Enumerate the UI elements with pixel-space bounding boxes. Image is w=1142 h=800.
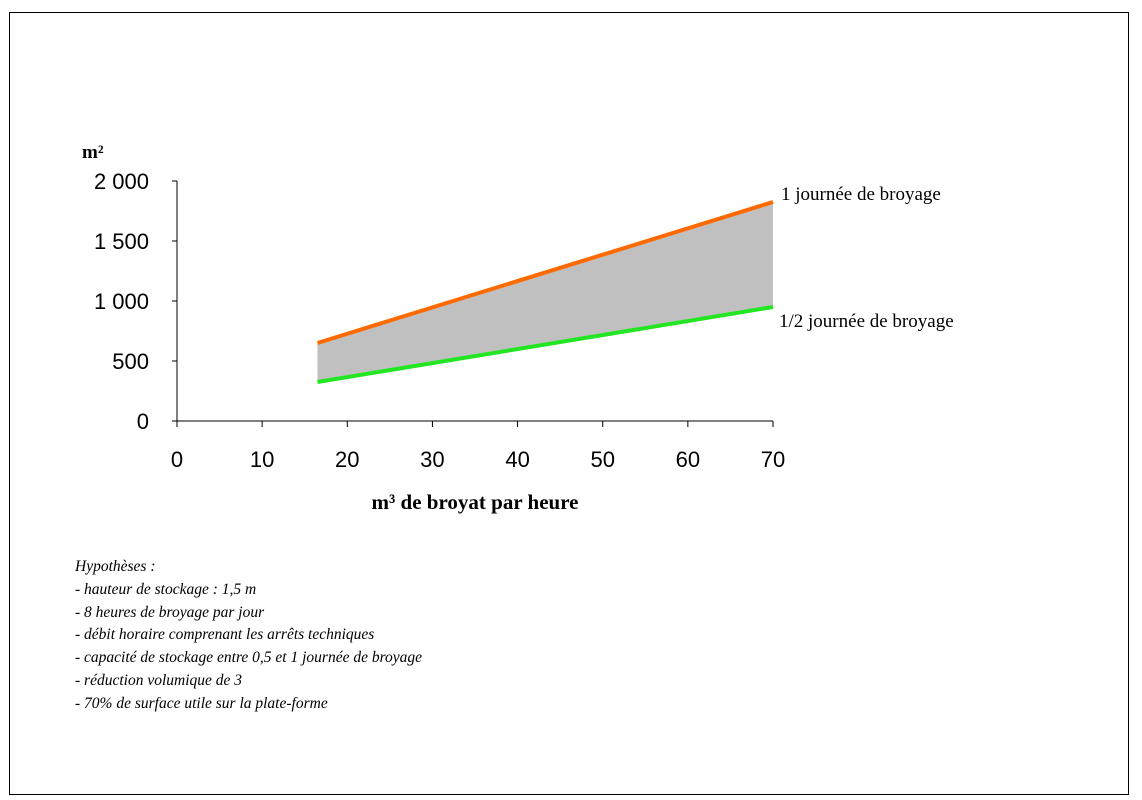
y-tick-label: 1 000	[94, 289, 149, 314]
hypotheses-notes: Hypothèses : - hauteur de stockage : 1,5…	[75, 556, 422, 716]
series-label: 1 journée de broyage	[781, 184, 941, 205]
y-unit-label: m²	[82, 142, 104, 163]
x-tick-label: 20	[335, 447, 359, 472]
x-tick-label: 70	[761, 447, 785, 472]
x-tick-label: 50	[590, 447, 614, 472]
x-tick-label: 60	[676, 447, 700, 472]
y-tick-label: 1 500	[94, 229, 149, 254]
range-band	[317, 202, 773, 382]
y-tick-label: 0	[137, 409, 149, 434]
y-tick-label: 500	[112, 349, 149, 374]
notes-title: Hypothèses :	[75, 558, 156, 575]
series-label: 1/2 journée de broyage	[779, 311, 954, 332]
figure-frame	[9, 12, 1129, 795]
y-tick-label: 2 000	[94, 169, 149, 194]
series-line	[316, 200, 774, 345]
x-axis-label: m³ de broyat par heure	[372, 490, 579, 514]
x-tick-label: 30	[420, 447, 444, 472]
x-tick-label: 40	[505, 447, 529, 472]
x-tick-label: 0	[171, 447, 183, 472]
note-item: - capacité de stockage entre 0,5 et 1 jo…	[75, 649, 423, 667]
note-item: - réduction volumique de 3	[75, 671, 243, 689]
note-item: - 8 heures de broyage par jour	[75, 603, 265, 621]
note-item: - 70% de surface utile sur la plate-form…	[75, 694, 328, 712]
note-item: - hauteur de stockage : 1,5 m	[75, 580, 257, 598]
series-line	[317, 305, 774, 384]
x-tick-label: 10	[250, 447, 274, 472]
note-item: - débit horaire comprenant les arrêts te…	[75, 626, 375, 644]
